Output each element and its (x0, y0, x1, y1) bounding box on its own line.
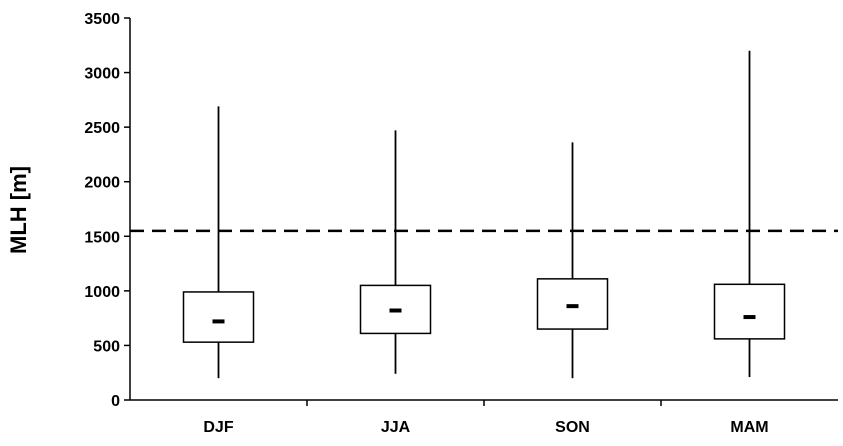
iqr-box (536, 278, 609, 330)
y-tick-label: 1000 (84, 284, 120, 301)
box-jja (359, 130, 432, 374)
y-axis: 0 500 1000 1500 2000 2500 3000 3500 (84, 11, 131, 410)
box-series (182, 50, 786, 379)
y-tick-label: 0 (111, 393, 120, 410)
y-axis-title: MLH [m] (6, 166, 31, 254)
y-tick-label: 1500 (84, 229, 120, 246)
y-tick-label: 500 (93, 338, 120, 355)
x-tick-label: SON (555, 419, 590, 436)
y-tick-label: 3000 (84, 66, 120, 83)
x-tick-label: MAM (730, 419, 768, 436)
iqr-box (182, 291, 255, 343)
box-mam (713, 50, 786, 378)
box-djf (182, 106, 255, 379)
iqr-box (713, 283, 786, 340)
x-tick-label: JJA (381, 419, 411, 436)
y-tick-label: 3500 (84, 11, 120, 28)
y-tick-label: 2000 (84, 175, 120, 192)
x-tick-label: DJF (203, 419, 233, 436)
y-tick-label: 2500 (84, 120, 120, 137)
box-son (536, 142, 609, 379)
x-axis: DJF JJA SON MAM (130, 399, 838, 436)
